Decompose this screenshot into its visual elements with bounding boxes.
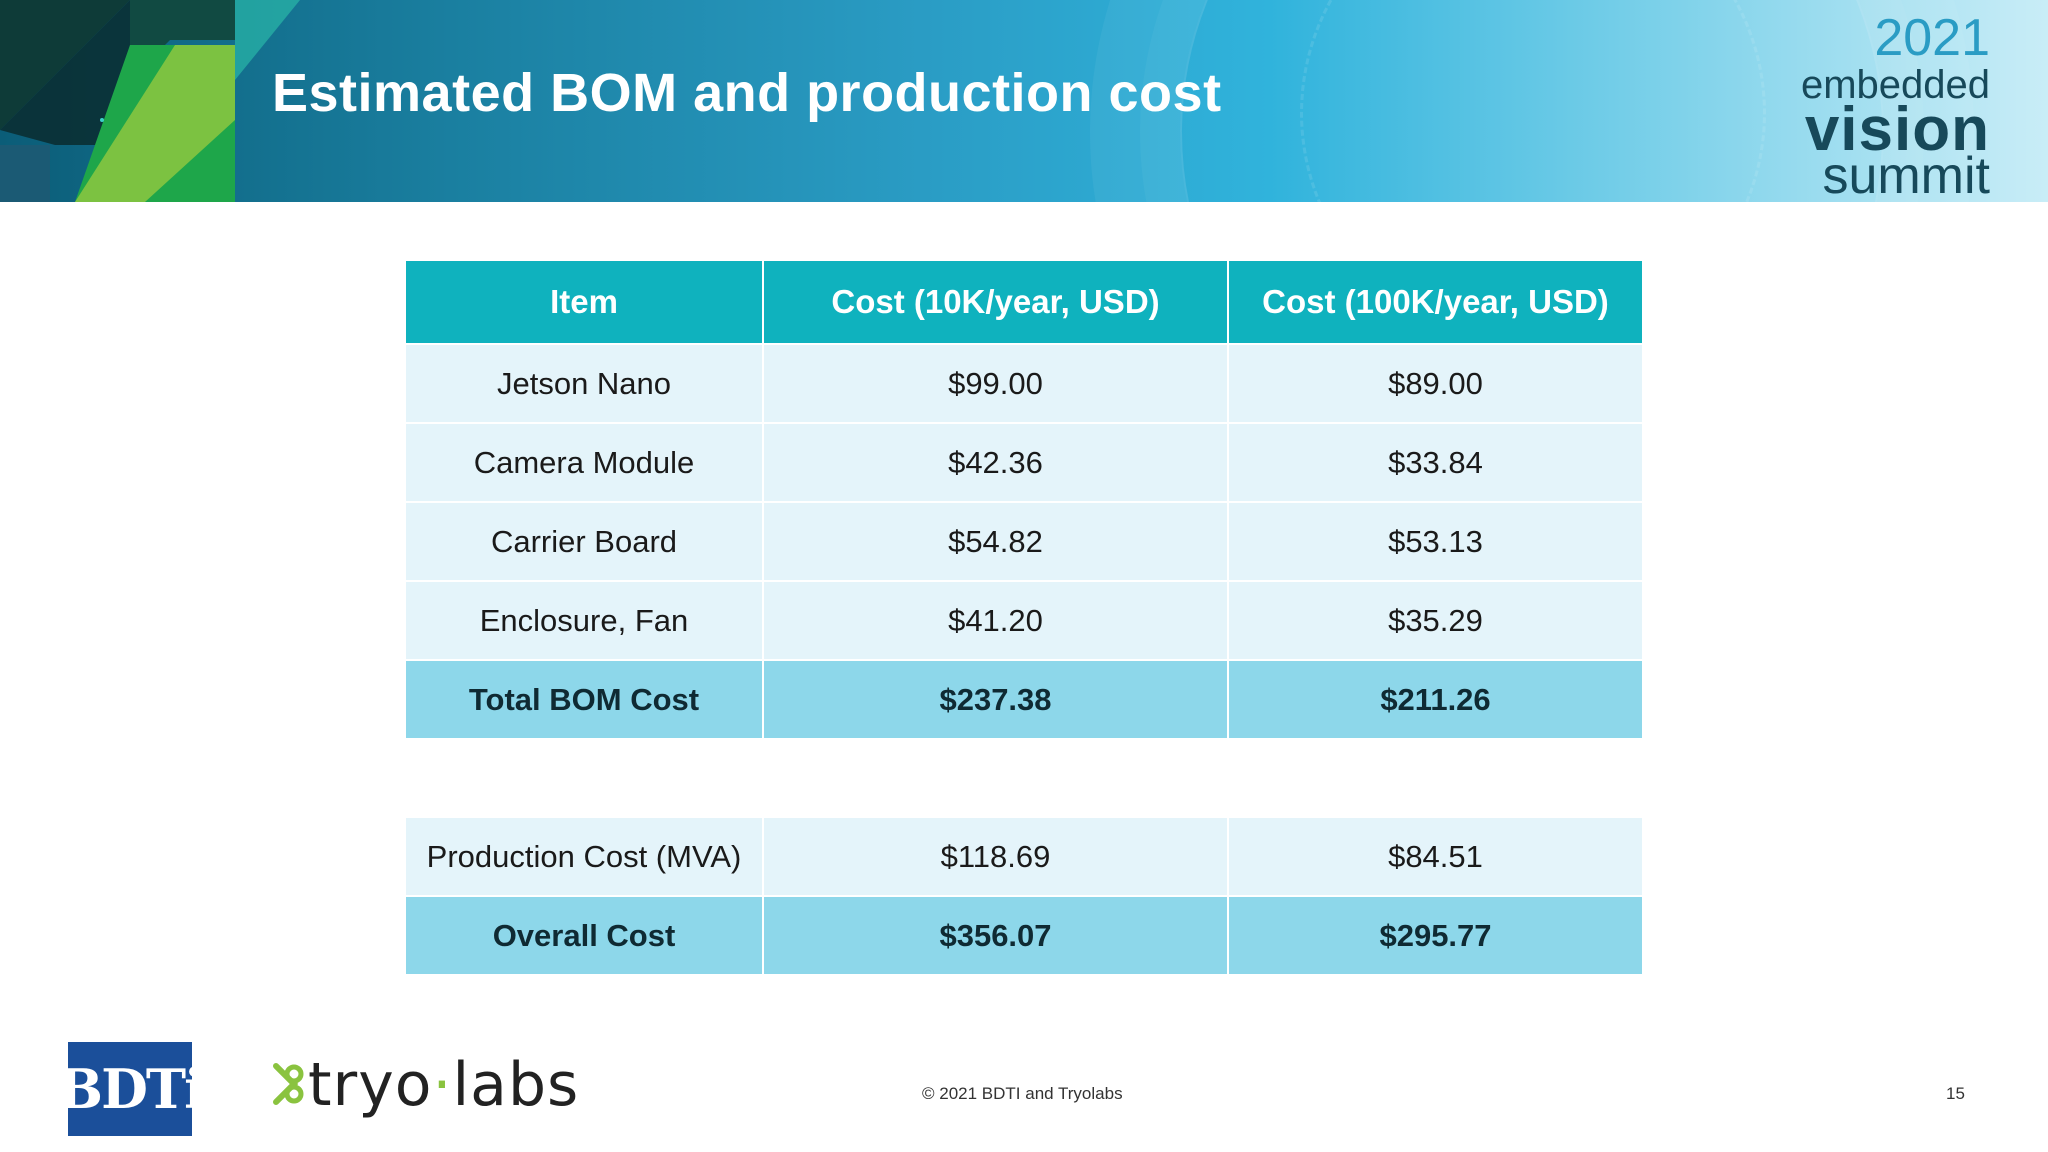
overall-cost-row: Overall Cost $356.07 $295.77: [406, 896, 1642, 976]
copyright-text: © 2021 BDTI and Tryolabs: [922, 1084, 1123, 1103]
tryolabs-mark-icon: [273, 1063, 304, 1105]
bdti-logo: BDTi: [57, 1042, 205, 1136]
production-100k: $84.51: [1228, 818, 1642, 897]
overall-label: Overall Cost: [406, 896, 764, 976]
bom-total-100k: $211.26: [1228, 660, 1642, 740]
table-row: Camera Module $42.36 $33.84: [406, 423, 1642, 503]
decorative-rings-inner: [1300, 0, 1766, 202]
item-name: Camera Module: [406, 423, 764, 503]
tryolabs-logo: tryo·labs: [268, 1050, 579, 1120]
cost-100k: $33.84: [1228, 423, 1642, 503]
table-row: Jetson Nano $99.00 $89.00: [406, 344, 1642, 424]
slide-title: Estimated BOM and production cost: [272, 63, 1222, 123]
overall-100k: $295.77: [1228, 896, 1642, 976]
slide-header: Estimated BOM and production cost 2021 e…: [0, 0, 2048, 202]
bom-total-label: Total BOM Cost: [406, 660, 764, 740]
logo-word-vision: vision: [1804, 95, 1990, 164]
bom-total-row: Total BOM Cost $237.38 $211.26: [406, 660, 1642, 740]
item-name: Carrier Board: [406, 502, 764, 582]
cost-10k: $42.36: [763, 423, 1229, 503]
embedded-vision-summit-logo: 2021 embedded vision summit: [1770, 9, 1990, 202]
table-spacer: [406, 739, 1642, 818]
logo-word-summit: summit: [1822, 147, 1990, 202]
item-name: Jetson Nano: [406, 344, 764, 424]
table-row: Enclosure, Fan $41.20 $35.29: [406, 581, 1642, 661]
header-cost-10k: Cost (10K/year, USD): [763, 261, 1229, 345]
table-header-row: Item Cost (10K/year, USD) Cost (100K/yea…: [406, 261, 1642, 345]
item-name: Enclosure, Fan: [406, 581, 764, 661]
table-row: Carrier Board $54.82 $53.13: [406, 502, 1642, 582]
cost-table: Item Cost (10K/year, USD) Cost (100K/yea…: [406, 261, 1642, 976]
production-label: Production Cost (MVA): [406, 818, 764, 897]
cost-100k: $53.13: [1228, 502, 1642, 582]
production-cost-row: Production Cost (MVA) $118.69 $84.51: [406, 818, 1642, 897]
cost-100k: $35.29: [1228, 581, 1642, 661]
production-10k: $118.69: [763, 818, 1229, 897]
logo-year: 2021: [1874, 9, 1990, 67]
header-cost-100k: Cost (100K/year, USD): [1228, 261, 1642, 345]
bom-total-10k: $237.38: [763, 660, 1229, 740]
logo-word-embedded: embedded: [1800, 63, 1990, 107]
corner-graphic: [0, 0, 300, 202]
page-number: 15: [1946, 1084, 1965, 1103]
cost-10k: $99.00: [763, 344, 1229, 424]
header-item: Item: [406, 261, 764, 345]
cost-100k: $89.00: [1228, 344, 1642, 424]
tryolabs-wordmark: tryo·labs: [308, 1050, 580, 1120]
cost-10k: $54.82: [763, 502, 1229, 582]
cost-10k: $41.20: [763, 581, 1229, 661]
overall-10k: $356.07: [763, 896, 1229, 976]
